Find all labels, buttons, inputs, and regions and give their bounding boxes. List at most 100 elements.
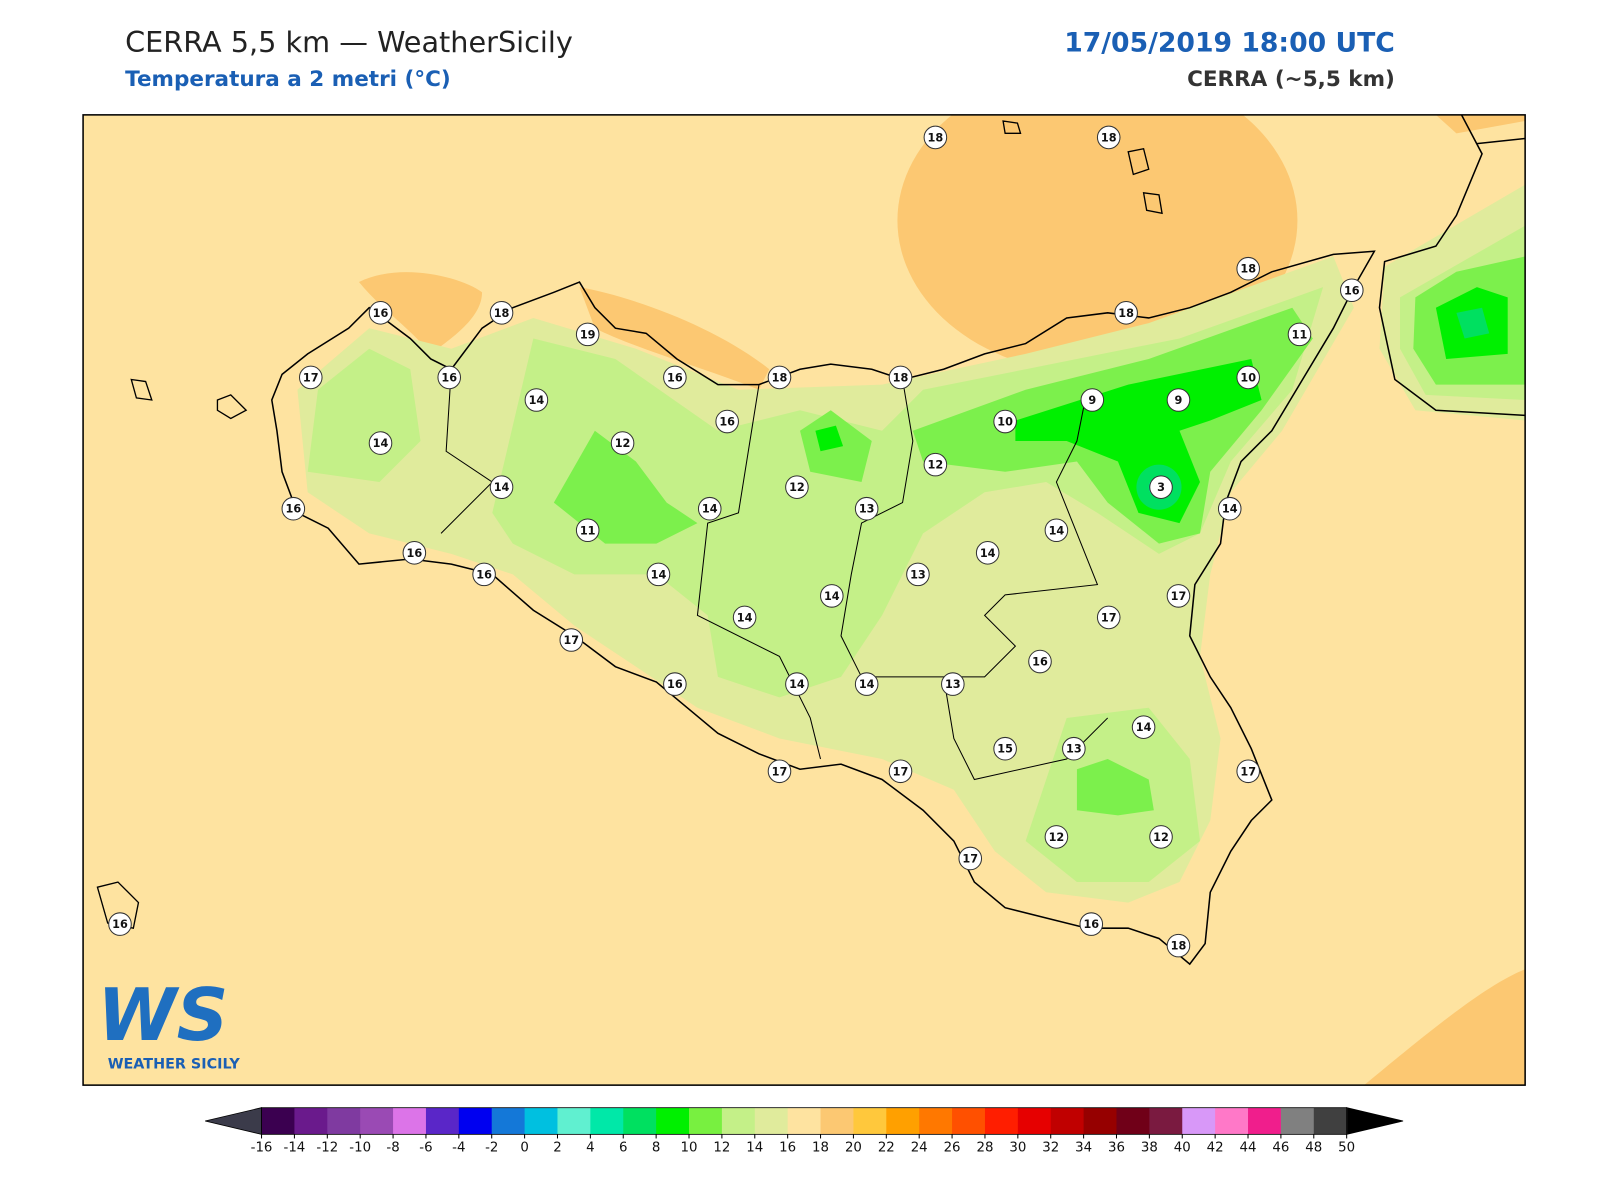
colorbar-tick-label: 4 <box>586 1141 594 1156</box>
station-value: 15 <box>997 743 1013 756</box>
station-value: 10 <box>997 416 1013 429</box>
contour-6 <box>1456 307 1490 339</box>
colorbar-bin <box>1215 1107 1249 1135</box>
colorbar-tick-label: 24 <box>911 1141 928 1156</box>
colorbar-bin <box>689 1107 723 1135</box>
station-value: 9 <box>1088 394 1096 407</box>
colorbar-bin <box>1182 1107 1216 1135</box>
colorbar-tick-label: -6 <box>419 1141 432 1156</box>
colorbar-bin <box>393 1107 427 1135</box>
colorbar-bin <box>820 1107 854 1135</box>
station-value: 14 <box>859 678 875 691</box>
station-marker <box>1166 933 1191 958</box>
station-labels: 18 18 18 16 16 18 19 18 11 17 16 16 18 18 10 14 9 9 16 10 14… <box>108 125 1364 958</box>
colorbar-bin <box>557 1107 591 1135</box>
model-label: CERRA (~5,5 km) <box>1187 67 1395 92</box>
station-marker <box>854 672 879 696</box>
colorbar-bin <box>1248 1107 1282 1135</box>
station-marker <box>368 301 393 325</box>
map: 18 18 18 16 16 18 19 18 11 17 16 16 18 18 10 14 9 9 16 10 14… <box>83 114 1526 1086</box>
station-value: 16 <box>373 307 389 320</box>
station-value: 9 <box>1175 394 1183 407</box>
colorbar-tick-label: -10 <box>349 1141 371 1156</box>
station-marker <box>923 125 948 150</box>
colorbar-bin <box>1083 1107 1118 1135</box>
contour-8 <box>815 425 844 452</box>
station-marker <box>715 409 739 434</box>
station-marker <box>575 322 600 347</box>
station-marker <box>1044 825 1069 849</box>
station-value: 16 <box>667 371 683 384</box>
station-marker <box>559 628 584 652</box>
colorbar-frame <box>261 1107 1348 1135</box>
station-marker <box>437 365 462 390</box>
station-marker <box>941 672 965 696</box>
colorbar-bin <box>787 1107 822 1135</box>
station-marker <box>767 759 792 784</box>
station-marker <box>1149 825 1173 849</box>
colorbar-tick-label: 34 <box>1075 1141 1092 1156</box>
colorbar-tick-label: -8 <box>386 1141 399 1156</box>
station-marker <box>1236 256 1260 281</box>
station-marker <box>1236 759 1260 784</box>
colorbar-bin <box>590 1107 624 1135</box>
station-marker <box>489 475 514 499</box>
province-border <box>440 369 1109 781</box>
station-marker <box>906 562 930 587</box>
warm-area <box>358 272 483 354</box>
station-value: 11 <box>580 524 596 537</box>
colorbar-tick-label: 36 <box>1108 1141 1125 1156</box>
colorbar-tick-label: 38 <box>1141 1141 1158 1156</box>
colorbar-tick-label: 30 <box>1009 1141 1026 1156</box>
subtitle: Temperatura a 2 metri (°C) <box>125 67 451 92</box>
colorbar-bin <box>1050 1107 1085 1135</box>
colorbar-tick-label: 20 <box>845 1141 862 1156</box>
station-value: 16 <box>1083 918 1099 931</box>
logo: WS WEATHER SICILY <box>97 973 240 1073</box>
colorbar-bin <box>886 1107 920 1135</box>
colorbar-tick-label: 44 <box>1240 1141 1257 1156</box>
station-value: 13 <box>910 568 926 581</box>
station-value: 14 <box>1136 721 1152 734</box>
title: CERRA 5,5 km — WeatherSicily <box>125 25 573 59</box>
colorbar-tick-label: 26 <box>944 1141 961 1156</box>
station-value: 18 <box>772 371 788 384</box>
station-value: 17 <box>563 634 579 647</box>
station-marker <box>524 388 549 412</box>
colorbar-bin <box>853 1107 887 1135</box>
station-value: 14 <box>824 590 840 603</box>
station-value: 13 <box>1066 743 1082 756</box>
station-marker <box>1131 715 1156 739</box>
colorbar-bin <box>1116 1107 1150 1135</box>
station-marker <box>663 672 687 696</box>
colorbar-bin <box>1017 1107 1052 1135</box>
station-marker <box>785 672 809 696</box>
island <box>96 120 1163 929</box>
colorbar-bin <box>294 1107 328 1135</box>
colorbar-bin <box>524 1107 558 1135</box>
station-value: 14 <box>737 611 753 624</box>
colorbar-tick-label: 0 <box>520 1141 528 1156</box>
station-marker <box>697 496 722 521</box>
coastline <box>1378 114 1526 417</box>
station-marker <box>1079 912 1104 936</box>
station-value: 14 <box>494 481 510 494</box>
station-marker <box>975 541 1000 565</box>
datetime: 17/05/2019 18:00 UTC <box>1064 28 1395 59</box>
station-marker <box>575 518 600 543</box>
station-value: 16 <box>476 568 492 581</box>
station-marker <box>993 409 1017 434</box>
colorbar-tick-label: 12 <box>713 1141 730 1156</box>
station-marker <box>1217 496 1242 521</box>
colorbar: -16 -14 -12 -10 -8 -6 -4 -2 0 2 4 6 8 10 12 14 16 18 20 22 2… <box>205 1107 1404 1156</box>
station-marker <box>489 301 514 325</box>
station-value: 18 <box>1118 307 1134 320</box>
station-marker <box>610 431 635 455</box>
station-marker <box>1149 475 1173 499</box>
colorbar-tick-label: 8 <box>652 1141 660 1156</box>
station-value: 12 <box>1153 831 1169 844</box>
coastline <box>271 250 1376 966</box>
colorbar-tick-label: -14 <box>284 1141 306 1156</box>
station-marker <box>1339 278 1364 303</box>
station-value: 11 <box>1292 328 1308 341</box>
